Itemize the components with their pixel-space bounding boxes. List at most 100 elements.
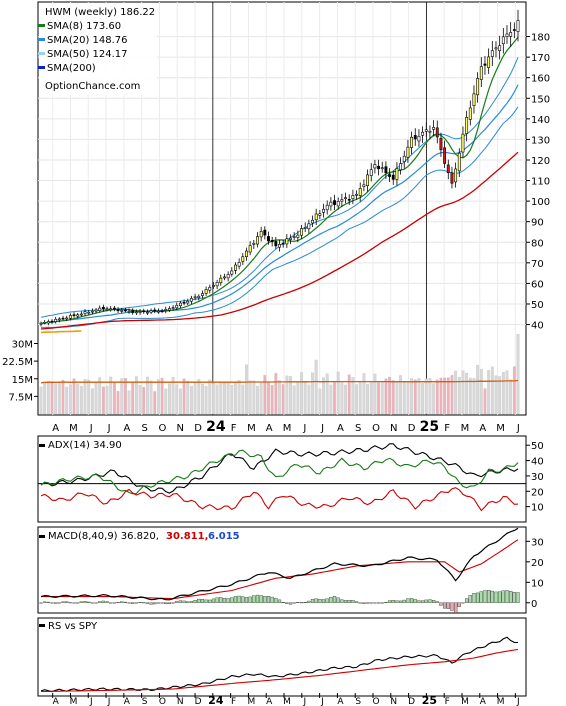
month-label-upper-12: A [266,423,273,434]
legend-swatch-sma20 [38,38,45,41]
candle-body [373,164,377,169]
candle-body [413,135,417,140]
candle-body [105,308,109,311]
candle-body [149,310,153,313]
candle-body [142,310,146,313]
macd-histogram-bar [131,602,135,604]
macd-histogram-bar [87,601,91,603]
macd-histogram-bar [230,597,234,603]
candle-body [391,174,395,180]
month-label-upper-6: O [159,423,167,434]
volume-bar [373,373,377,415]
macd-panel-frame [37,526,527,614]
adx-series-minus_di [40,487,519,512]
macd-histogram-bar [109,602,113,604]
macd-histogram-bar [90,602,94,604]
volume-bar [219,381,223,415]
candle-body [285,238,289,245]
candle-body [329,201,333,207]
candle-body [72,314,76,317]
candle-body [259,231,263,238]
volume-bar [230,384,234,415]
month-label-lower-10: F [231,697,236,706]
volume-bar [116,391,120,415]
volume-bar [156,379,160,415]
volume-bar [256,385,259,415]
candle-body [226,274,230,279]
macd-histogram-bar [340,599,344,603]
volume-bar [145,376,149,415]
candle-body [490,50,494,57]
candle-body [435,127,439,138]
macd-histogram-bar [197,598,201,603]
candle-body [131,310,135,313]
macd-histogram-bar [303,602,307,603]
volume-bar [289,376,292,415]
month-label-lower-21: 25 [422,694,437,706]
candle-body [83,311,87,314]
macd-histogram-bar [288,602,293,605]
candle-body [347,199,351,201]
candle-body [369,169,373,176]
macd-histogram-bar [373,602,377,604]
macd-histogram-bar [219,597,223,603]
month-label-upper-9: 24 [206,419,226,435]
macd-histogram-bar [186,601,190,603]
macd-histogram-bar [369,602,373,604]
volume-bar [369,382,373,415]
volume-bar [79,385,83,415]
volume-bar [410,378,414,415]
volume-bar [439,377,443,415]
macd-tick-label-10: 10 [531,578,544,589]
price-tick-label-140: 140 [531,115,550,126]
candle-body [61,317,65,320]
macd-histogram-bar [387,600,392,603]
price-y-axis: 40 50 60 70 80 90 100 110 120 130 140 150 160 170 180 [526,33,550,332]
price-tick-label-100: 100 [531,197,550,208]
macd-histogram-bar [468,595,472,603]
volume-bar [178,388,182,415]
macd-histogram-bar [68,602,72,604]
macd-histogram-bar [512,592,516,603]
macd-histogram-bar [134,602,139,604]
price-tick-label-160: 160 [531,74,550,85]
volume-bar [68,384,72,415]
volume-bar [182,378,186,415]
macd-series-macd [40,527,519,601]
month-label-upper-4: A [123,423,130,434]
macd-histogram-bar [420,600,425,603]
macd-lines [40,527,519,601]
macd-histogram-bar [61,601,65,603]
volume-bar [468,377,472,415]
macd-histogram-bar [65,601,69,603]
macd-histogram-bar [479,591,483,603]
candle-body [263,229,267,236]
month-label-upper-20: D [408,423,416,434]
volume-bar [46,381,50,415]
macd-histogram-bar [83,601,87,603]
macd-histogram-bar [296,601,300,603]
macd-histogram-bar [343,600,348,603]
candle-body [399,163,403,171]
volume-bar [160,377,164,415]
legend-swatch-sma8 [38,24,45,27]
candle-body [167,308,171,311]
macd-histogram-bar [266,596,271,603]
volume-bar [90,388,94,415]
macd-histogram-bar [351,600,355,603]
volume-bar [167,383,171,415]
macd-histogram-bar [490,590,494,603]
candle-body [457,152,461,172]
volume-bar [333,382,336,415]
macd-histogram-bar [424,599,428,603]
candle-body [498,45,502,52]
volume-bar [362,373,366,415]
macd-histogram-bar [222,597,227,603]
candle-body [160,310,164,313]
macd-histogram-bar [439,602,443,606]
macd-histogram [39,590,520,614]
candle-body [417,135,421,142]
price-tick-label-70: 70 [531,259,544,270]
macd-tick-label-30: 30 [531,537,544,548]
macd-histogram-bar [442,602,447,609]
